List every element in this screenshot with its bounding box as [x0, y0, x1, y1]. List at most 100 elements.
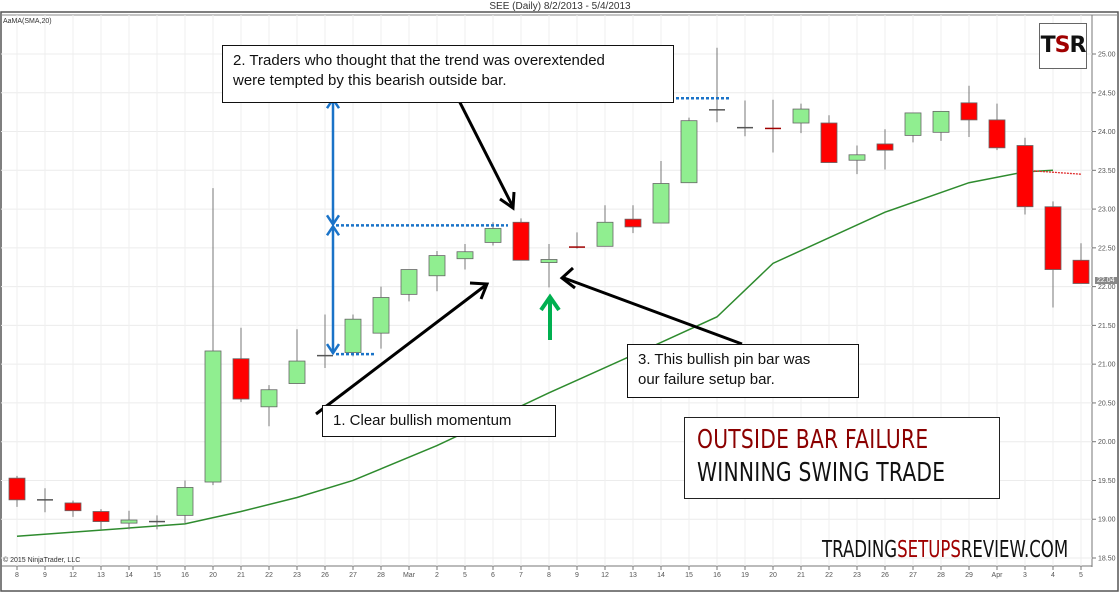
- annotation-note-1: 1. Clear bullish momentum: [322, 405, 556, 437]
- candle-bearish: [512, 221, 530, 261]
- x-tick-label: 26: [881, 572, 889, 579]
- y-tick-label: 20.50: [1098, 400, 1116, 407]
- candle-bullish: [792, 108, 810, 124]
- x-tick-label: 15: [685, 572, 693, 579]
- x-tick-label: 21: [797, 572, 805, 579]
- candle-bullish: [176, 487, 194, 516]
- note-1-text: 1. Clear bullish momentum: [333, 412, 512, 429]
- annotation-note-2: 2. Traders who thought that the trend wa…: [222, 45, 674, 103]
- x-tick-label: Apr: [992, 572, 1004, 579]
- candle-bullish: [456, 251, 474, 260]
- y-tick-label: 19.50: [1098, 478, 1116, 485]
- x-tick-label: 4: [1051, 572, 1055, 579]
- sma-line: [16, 169, 1054, 538]
- note-1-arrow-line: [315, 283, 487, 416]
- x-tick-label: 12: [601, 572, 609, 579]
- candle-bearish: [1072, 259, 1090, 284]
- tsr-logo: TSR: [1039, 23, 1087, 69]
- x-tick-label: 8: [15, 572, 19, 579]
- candle-bullish: [904, 112, 922, 136]
- candle-bullish: [484, 228, 502, 243]
- headline-line-1: OUTSIDE BAR FAILURE: [697, 425, 929, 455]
- candle-bullish: [288, 360, 306, 384]
- x-tick-label: 26: [321, 572, 329, 579]
- candle-bearish: [960, 102, 978, 121]
- candle-bullish: [848, 154, 866, 161]
- x-tick-label: 27: [349, 572, 357, 579]
- annotation-note-3: 3. This bullish pin bar was our failure …: [627, 344, 859, 398]
- time-axis: 8 9 12 13 14 15 16 20 21 22 23 26 27 28 Mar 2 5 6 7 8 9 12 13 1…: [15, 566, 1083, 579]
- x-tick-label: 20: [209, 572, 217, 579]
- x-tick-label: 16: [713, 572, 721, 579]
- sma-20-line: [16, 169, 1082, 538]
- x-tick-label: 12: [69, 572, 77, 579]
- copyright-text: © 2015 NinjaTrader, LLC: [3, 557, 81, 564]
- candle-bullish: [344, 318, 362, 353]
- x-tick-label: 8: [547, 572, 551, 579]
- candle-bullish: [204, 350, 222, 483]
- x-tick-label: 3: [1023, 572, 1027, 579]
- brand-watermark: TRADINGSETUPSREVIEW.COM: [822, 537, 1068, 563]
- y-tick-label: 22.00: [1098, 284, 1116, 291]
- brand-part-1: TRADING: [822, 537, 898, 563]
- x-tick-label: 14: [125, 572, 133, 579]
- candle-bearish: [876, 143, 894, 151]
- price-axis: 25.00 24.50 24.00 23.50 23.00 22.50 22.00 21.50…: [1092, 52, 1116, 563]
- candle-bullish: [540, 259, 558, 263]
- y-tick-label: 21.50: [1098, 323, 1116, 330]
- x-tick-label: 21: [237, 572, 245, 579]
- logo-letter-t: T: [1040, 33, 1056, 58]
- chart-title: SEE (Daily) 8/2/2013 - 5/4/2013: [489, 1, 631, 12]
- note-2-arrow-head: [499, 191, 516, 211]
- measure-arrowhead-bottom: [325, 343, 341, 356]
- y-tick-label: 21.00: [1098, 362, 1116, 369]
- x-tick-label: 29: [965, 572, 973, 579]
- candle-bearish: [1044, 206, 1062, 270]
- x-tick-label: 7: [519, 572, 523, 579]
- x-tick-label: 15: [153, 572, 161, 579]
- x-tick-label: 5: [463, 572, 467, 579]
- candle-bearish: [988, 119, 1006, 149]
- x-tick-label: 28: [937, 572, 945, 579]
- note-3-line-2: our failure setup bar.: [638, 371, 775, 388]
- candle-bearish: [1016, 145, 1034, 208]
- last-price-tag: 22.04: [1095, 277, 1117, 284]
- plot-border: [0, 11, 1119, 592]
- candle-bearish: [64, 502, 82, 512]
- note-3-arrow-line: [563, 276, 743, 346]
- x-tick-label: 2: [435, 572, 439, 579]
- y-tick-label: 23.50: [1098, 168, 1116, 175]
- x-tick-label: 14: [657, 572, 665, 579]
- candle-bullish: [596, 221, 614, 247]
- candle-bullish: [120, 519, 138, 524]
- y-tick-label: 18.50: [1098, 556, 1116, 563]
- x-tick-label: 23: [853, 572, 861, 579]
- candle-bullish: [932, 110, 950, 133]
- note-3-arrow-head: [559, 266, 576, 290]
- x-tick-label: 6: [491, 572, 495, 579]
- candle-bearish: [92, 511, 110, 522]
- x-tick-label: 23: [293, 572, 301, 579]
- y-tick-label: 19.00: [1098, 517, 1116, 524]
- x-tick-label: 13: [97, 572, 105, 579]
- note-1-arrow-head: [469, 281, 490, 300]
- candle-bullish: [372, 297, 390, 334]
- x-tick-label: 28: [377, 572, 385, 579]
- candle-bearish: [820, 122, 838, 163]
- logo-letter-r: R: [1069, 33, 1086, 58]
- x-tick-label: 16: [181, 572, 189, 579]
- note-3-line-1: 3. This bullish pin bar was: [638, 351, 811, 368]
- indicator-label: AaMA(SMA,20): [3, 18, 52, 25]
- measure-arrowhead-mid-up: [325, 224, 341, 237]
- x-tick-label: Mar: [403, 572, 416, 579]
- x-tick-label: 19: [741, 572, 749, 579]
- x-tick-label: 22: [265, 572, 273, 579]
- x-tick-label: 13: [629, 572, 637, 579]
- note-2-line-1: 2. Traders who thought that the trend wa…: [233, 52, 605, 69]
- candle-bearish: [8, 477, 26, 501]
- candles-group: [8, 47, 1090, 530]
- x-tick-label: 5: [1079, 572, 1083, 579]
- note-2-line-2: were tempted by this bearish outside bar…: [233, 72, 507, 89]
- candle-bullish: [428, 255, 446, 277]
